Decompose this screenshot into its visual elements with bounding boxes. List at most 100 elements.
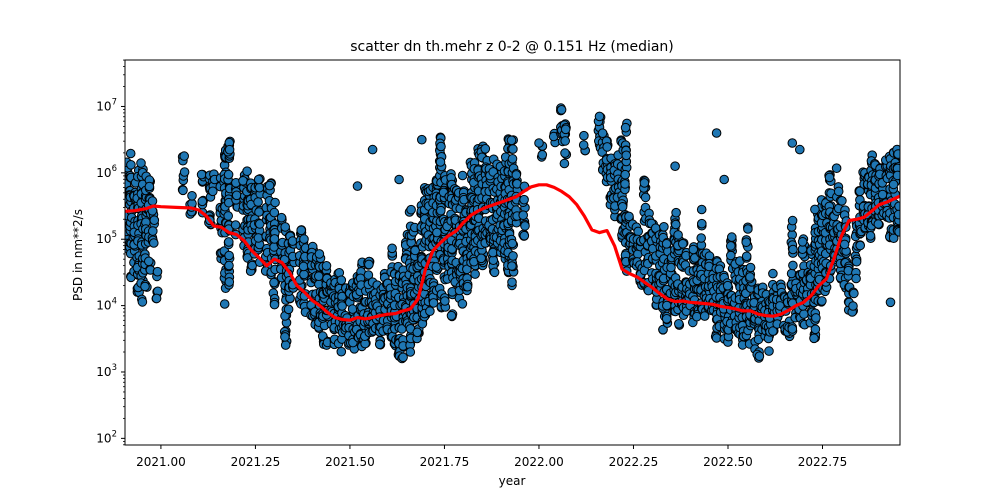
scatter-point	[839, 239, 850, 250]
chart-title: scatter dn th.mehr z 0-2 @ 0.151 Hz (med…	[350, 39, 674, 55]
scatter-point	[462, 281, 473, 292]
scatter-point	[242, 166, 252, 176]
scatter-point	[560, 124, 571, 135]
scatter-point	[405, 347, 416, 357]
scatter-point	[387, 243, 397, 254]
scatter-point	[280, 222, 291, 232]
scatter-point	[745, 262, 756, 273]
scatter-point	[425, 306, 435, 317]
scatter-point	[412, 327, 423, 338]
scatter-point	[671, 207, 681, 218]
scatter-point	[817, 296, 827, 306]
scatter-point	[518, 210, 529, 220]
scatter-point	[659, 222, 669, 232]
scatter-point	[126, 160, 136, 170]
scatter-point	[179, 151, 189, 161]
scatter-point	[624, 211, 634, 222]
scatter-point	[534, 138, 544, 148]
scatter-point	[125, 148, 136, 159]
scatter-point	[253, 174, 264, 185]
scatter-point	[298, 261, 309, 272]
scatter-point	[768, 268, 778, 279]
scatter-point	[670, 161, 680, 171]
scatter-point	[506, 135, 517, 146]
scatter-point	[440, 296, 450, 306]
scatter-point	[560, 148, 570, 158]
scatter-point	[269, 207, 280, 218]
scatter-point	[797, 237, 808, 247]
scatter-point	[432, 227, 442, 238]
scatter-point	[741, 251, 752, 262]
scatter-point	[148, 226, 158, 236]
scatter-point	[743, 224, 753, 234]
scatter-point	[488, 247, 498, 258]
scatter-point	[674, 319, 684, 329]
scatter-point	[208, 186, 218, 197]
scatter-point	[136, 158, 146, 168]
scatter-point	[727, 232, 737, 242]
scatter-point	[661, 314, 672, 324]
scatter-point	[280, 340, 291, 350]
scatter-point	[470, 269, 480, 279]
scatter-point	[640, 192, 651, 203]
scatter-point	[299, 234, 309, 244]
scatter-point	[144, 256, 154, 267]
scatter-point	[238, 176, 248, 186]
scatter-point	[431, 262, 442, 272]
scatter-point	[831, 163, 842, 173]
scatter-point	[787, 138, 798, 148]
scatter-point	[692, 311, 702, 322]
scatter-point	[223, 211, 233, 221]
scatter-point	[849, 288, 859, 299]
scatter-point	[196, 169, 207, 180]
scatter-point	[296, 225, 307, 236]
scatter-point	[754, 351, 765, 362]
scatter-point	[537, 150, 548, 160]
scatter-point	[417, 134, 427, 145]
scatter-point	[811, 313, 821, 323]
scatter-point	[602, 142, 613, 152]
scatter-point	[276, 212, 287, 223]
scatter-point	[519, 230, 530, 241]
scatter-point	[697, 218, 707, 229]
scatter-point	[824, 172, 835, 183]
scatter-point	[726, 241, 736, 251]
scatter-point	[620, 179, 630, 189]
scatter-point	[519, 194, 529, 205]
scatter-point	[837, 196, 847, 206]
scatter-point	[520, 221, 530, 231]
scatter-point	[877, 189, 888, 200]
scatter-point	[147, 196, 158, 206]
scatter-point	[594, 111, 605, 122]
scatter-point	[719, 174, 730, 185]
scatter-point	[178, 185, 188, 196]
scatter-point	[764, 346, 774, 356]
scatter-point	[149, 215, 160, 225]
scatter-point	[851, 256, 862, 267]
scatter-point	[559, 158, 570, 169]
scatter-point	[620, 122, 631, 133]
scatter-point	[579, 130, 589, 141]
scatter-point	[151, 293, 162, 304]
scatter-point	[254, 207, 264, 217]
scatter-point	[321, 261, 332, 271]
scatter-point	[149, 238, 159, 248]
scatter-point	[224, 144, 235, 155]
scatter-point	[696, 233, 707, 243]
scatter-point	[507, 238, 518, 249]
scatter-point	[269, 299, 280, 310]
scatter-point	[560, 136, 571, 146]
scatter-point	[224, 260, 234, 271]
scatter-point	[639, 178, 650, 188]
x-tick-label: 2021.75	[420, 455, 470, 469]
scatter-point	[457, 170, 468, 181]
scatter-point	[436, 205, 446, 216]
scatter-point	[671, 219, 681, 230]
scatter-point	[374, 339, 385, 350]
y-axis-label: PSD in nm**2/s	[71, 209, 85, 301]
scatter-point	[851, 273, 861, 284]
scatter-point	[855, 240, 866, 251]
scatter-point	[787, 324, 798, 334]
x-tick-label: 2021.25	[231, 455, 281, 469]
